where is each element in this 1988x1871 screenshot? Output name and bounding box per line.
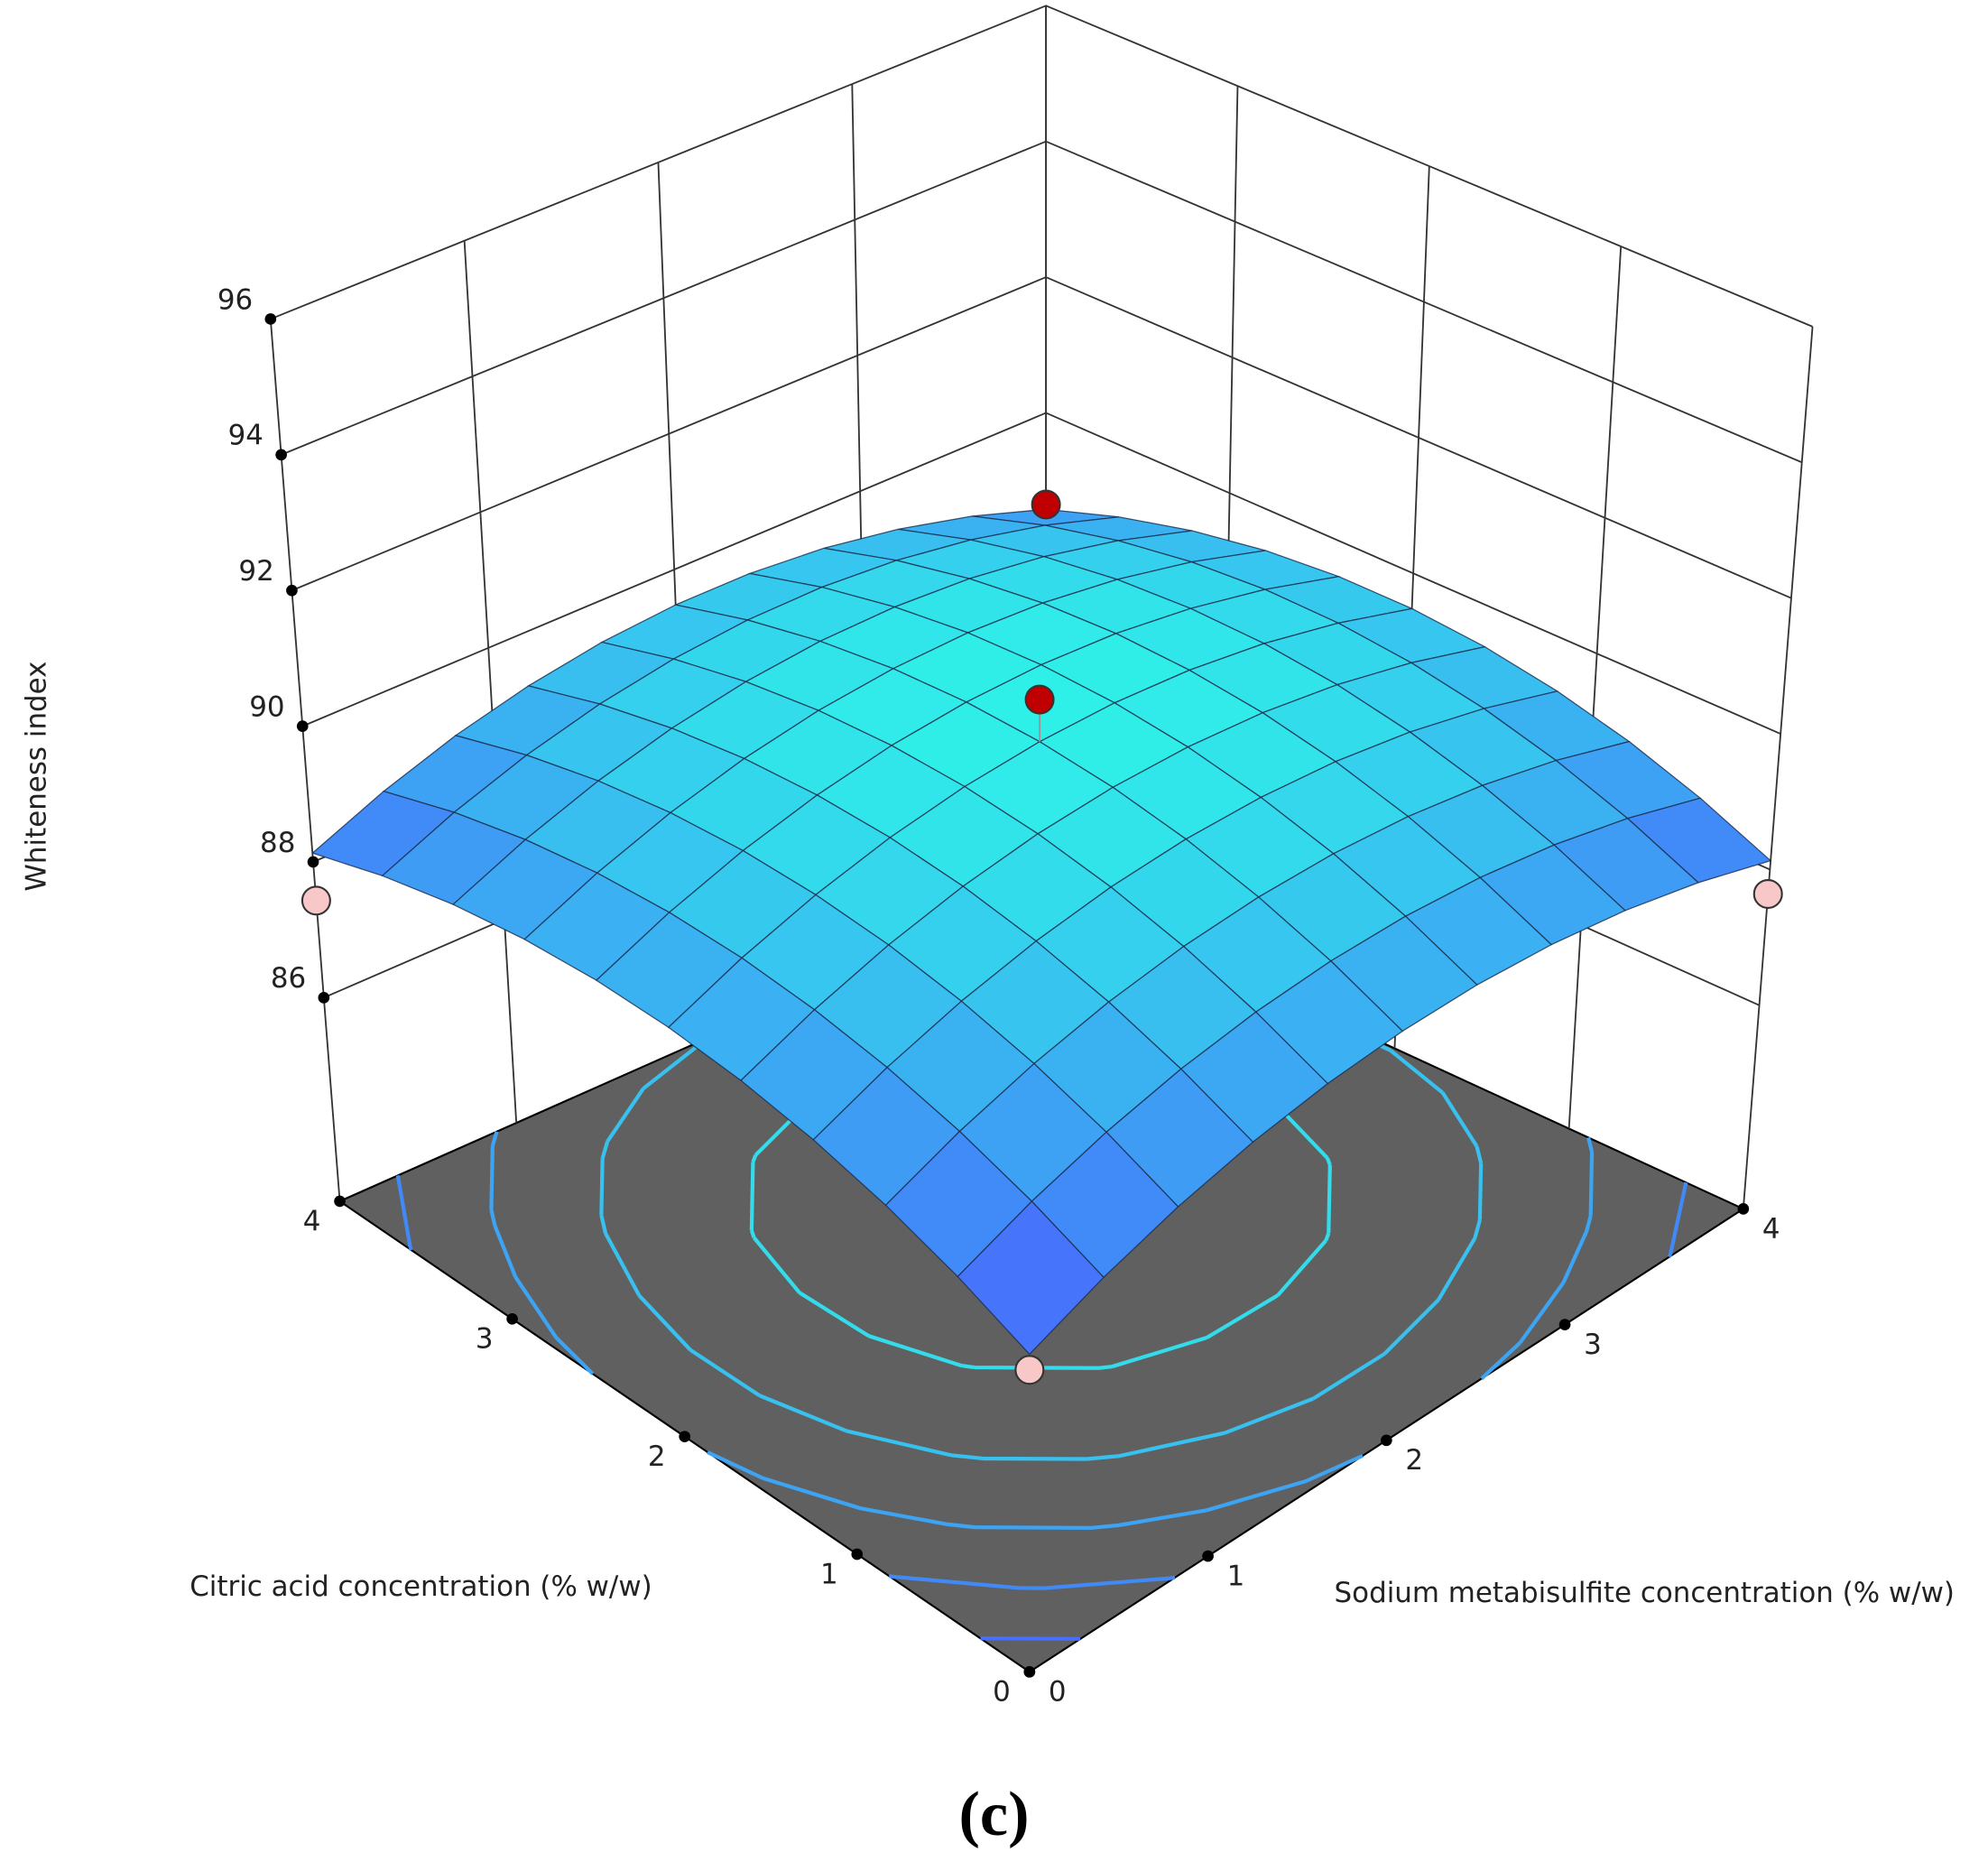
- z-tick-label: 86: [271, 962, 306, 995]
- z-tick: [307, 856, 319, 868]
- z-tick-label: 94: [228, 420, 264, 452]
- grid-line: [463, 240, 518, 1124]
- z-tick: [318, 992, 330, 1004]
- y-axis-title: Sodium metabisulfite concentration (% w/…: [1335, 1577, 1955, 1609]
- contour: [395, 1175, 1688, 1590]
- x-axis-title: Citric acid concentration (% w/w): [190, 1570, 652, 1603]
- y-tick: [1023, 1666, 1036, 1678]
- z-tick: [296, 720, 309, 732]
- y-tick-label: 0: [1049, 1676, 1067, 1709]
- x-tick-label: 3: [476, 1323, 494, 1356]
- z-tick-label: 96: [217, 283, 253, 316]
- z-tick-label: 92: [238, 555, 273, 588]
- design-point: [1024, 684, 1055, 715]
- design-point: [301, 885, 331, 916]
- y-tick-label: 2: [1405, 1444, 1423, 1477]
- design-point: [1031, 489, 1061, 520]
- y-tick: [1737, 1203, 1750, 1215]
- z-tick: [286, 584, 298, 597]
- z-tick: [275, 449, 287, 461]
- grid-line: [1567, 245, 1623, 1129]
- x-tick-label: 0: [993, 1676, 1011, 1709]
- y-tick-label: 4: [1762, 1213, 1780, 1246]
- y-tick: [1381, 1434, 1392, 1447]
- z-tick: [264, 313, 277, 325]
- x-tick: [679, 1431, 691, 1442]
- z-tick-label: 90: [249, 690, 284, 723]
- x-tick: [334, 1195, 346, 1208]
- contour: [489, 922, 1595, 1530]
- grid-line: [1742, 326, 1814, 1209]
- y-tick-label: 1: [1227, 1560, 1245, 1592]
- x-tick-label: 1: [820, 1558, 838, 1590]
- x-tick: [506, 1312, 518, 1325]
- y-tick: [1558, 1319, 1571, 1330]
- surface-cell: [957, 1200, 1105, 1356]
- y-tick: [1202, 1550, 1214, 1562]
- caption: (c): [959, 1779, 1030, 1849]
- plot-area: 86 88 90 92 94 96 0 1 2 3 4 0 1 2 3 4: [217, 5, 1814, 1709]
- x-tick-label: 2: [648, 1440, 666, 1473]
- grid-line: [269, 319, 341, 1202]
- x-tick-label: 4: [303, 1205, 321, 1237]
- design-point: [1752, 878, 1783, 910]
- y-tick-label: 3: [1584, 1329, 1602, 1361]
- x-tick: [851, 1548, 864, 1561]
- z-tick-label: 88: [260, 827, 295, 859]
- contour: [980, 1636, 1081, 1641]
- z-axis-title: Whiteness index: [21, 662, 53, 892]
- design-point: [1014, 1355, 1045, 1385]
